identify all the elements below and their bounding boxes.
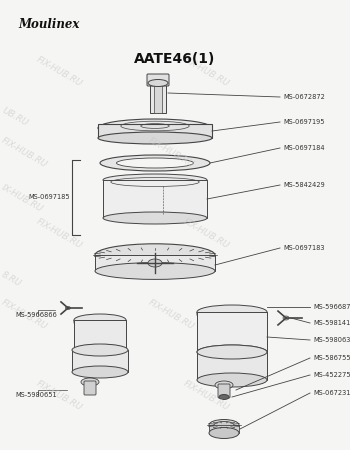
FancyBboxPatch shape xyxy=(154,83,162,113)
Ellipse shape xyxy=(214,422,234,428)
Text: IX-HUB.RU: IX-HUB.RU xyxy=(0,183,45,213)
Ellipse shape xyxy=(209,419,239,431)
Ellipse shape xyxy=(148,259,162,267)
Text: FIX-HUB.RU: FIX-HUB.RU xyxy=(147,298,196,332)
Text: FIX-HUB.RU: FIX-HUB.RU xyxy=(0,298,49,332)
Ellipse shape xyxy=(103,212,207,224)
Text: MS-0697184: MS-0697184 xyxy=(283,145,325,151)
Ellipse shape xyxy=(197,345,267,359)
FancyBboxPatch shape xyxy=(103,180,207,218)
Ellipse shape xyxy=(197,305,267,319)
FancyBboxPatch shape xyxy=(98,124,212,138)
Ellipse shape xyxy=(103,174,207,186)
FancyBboxPatch shape xyxy=(72,350,128,372)
Ellipse shape xyxy=(117,158,194,168)
Ellipse shape xyxy=(74,345,126,356)
Text: MS-0697183: MS-0697183 xyxy=(283,245,324,251)
Ellipse shape xyxy=(219,395,229,400)
Text: FIX-HUB.RU: FIX-HUB.RU xyxy=(182,217,231,251)
Ellipse shape xyxy=(72,344,128,356)
Text: MS-5966866: MS-5966866 xyxy=(15,312,57,318)
Text: FIX-HUB.RU: FIX-HUB.RU xyxy=(35,55,84,89)
Ellipse shape xyxy=(148,80,168,86)
Ellipse shape xyxy=(95,244,215,266)
Ellipse shape xyxy=(81,378,99,386)
Text: FIX-HUB.RU: FIX-HUB.RU xyxy=(182,55,231,89)
Text: MS-5842429: MS-5842429 xyxy=(283,182,325,188)
Text: MS-0697185: MS-0697185 xyxy=(28,194,70,200)
Text: MS-0697195: MS-0697195 xyxy=(283,119,324,125)
Ellipse shape xyxy=(98,132,212,144)
FancyBboxPatch shape xyxy=(218,384,230,398)
FancyBboxPatch shape xyxy=(95,255,215,271)
Ellipse shape xyxy=(215,381,233,389)
Ellipse shape xyxy=(98,119,212,137)
Ellipse shape xyxy=(65,306,70,310)
Text: MS-5981412: MS-5981412 xyxy=(313,320,350,326)
FancyBboxPatch shape xyxy=(197,352,267,380)
FancyBboxPatch shape xyxy=(84,381,96,395)
Text: MS-5966870: MS-5966870 xyxy=(313,304,350,310)
Ellipse shape xyxy=(95,263,215,279)
Text: 8.RU: 8.RU xyxy=(0,270,23,288)
Text: MS-5980638: MS-5980638 xyxy=(313,337,350,343)
FancyBboxPatch shape xyxy=(147,74,169,86)
Ellipse shape xyxy=(72,366,128,378)
Text: FIX-HUB.RU: FIX-HUB.RU xyxy=(0,136,49,170)
Text: FIX-HUB.RU: FIX-HUB.RU xyxy=(147,136,196,170)
FancyBboxPatch shape xyxy=(197,312,267,352)
Ellipse shape xyxy=(209,428,239,438)
Text: AATE46(1): AATE46(1) xyxy=(134,52,216,66)
Ellipse shape xyxy=(197,373,267,387)
Text: Moulinex: Moulinex xyxy=(18,18,79,31)
Ellipse shape xyxy=(197,345,267,359)
Ellipse shape xyxy=(100,155,210,171)
Text: FIX-HUB.RU: FIX-HUB.RU xyxy=(35,379,84,413)
Text: MS-5980651: MS-5980651 xyxy=(15,392,57,398)
FancyBboxPatch shape xyxy=(209,425,239,433)
FancyBboxPatch shape xyxy=(74,320,126,350)
Text: MS-0672311: MS-0672311 xyxy=(313,390,350,396)
Text: FIX-HUB.RU: FIX-HUB.RU xyxy=(35,217,84,251)
Ellipse shape xyxy=(74,314,126,326)
Text: MS-4522751: MS-4522751 xyxy=(313,372,350,378)
Text: MS-5867559: MS-5867559 xyxy=(313,355,350,361)
Text: FIX-HUB.RU: FIX-HUB.RU xyxy=(182,379,231,413)
FancyBboxPatch shape xyxy=(150,83,166,113)
Text: UB.RU: UB.RU xyxy=(0,106,29,128)
Text: MS-0672872: MS-0672872 xyxy=(283,94,325,100)
Ellipse shape xyxy=(283,316,289,320)
